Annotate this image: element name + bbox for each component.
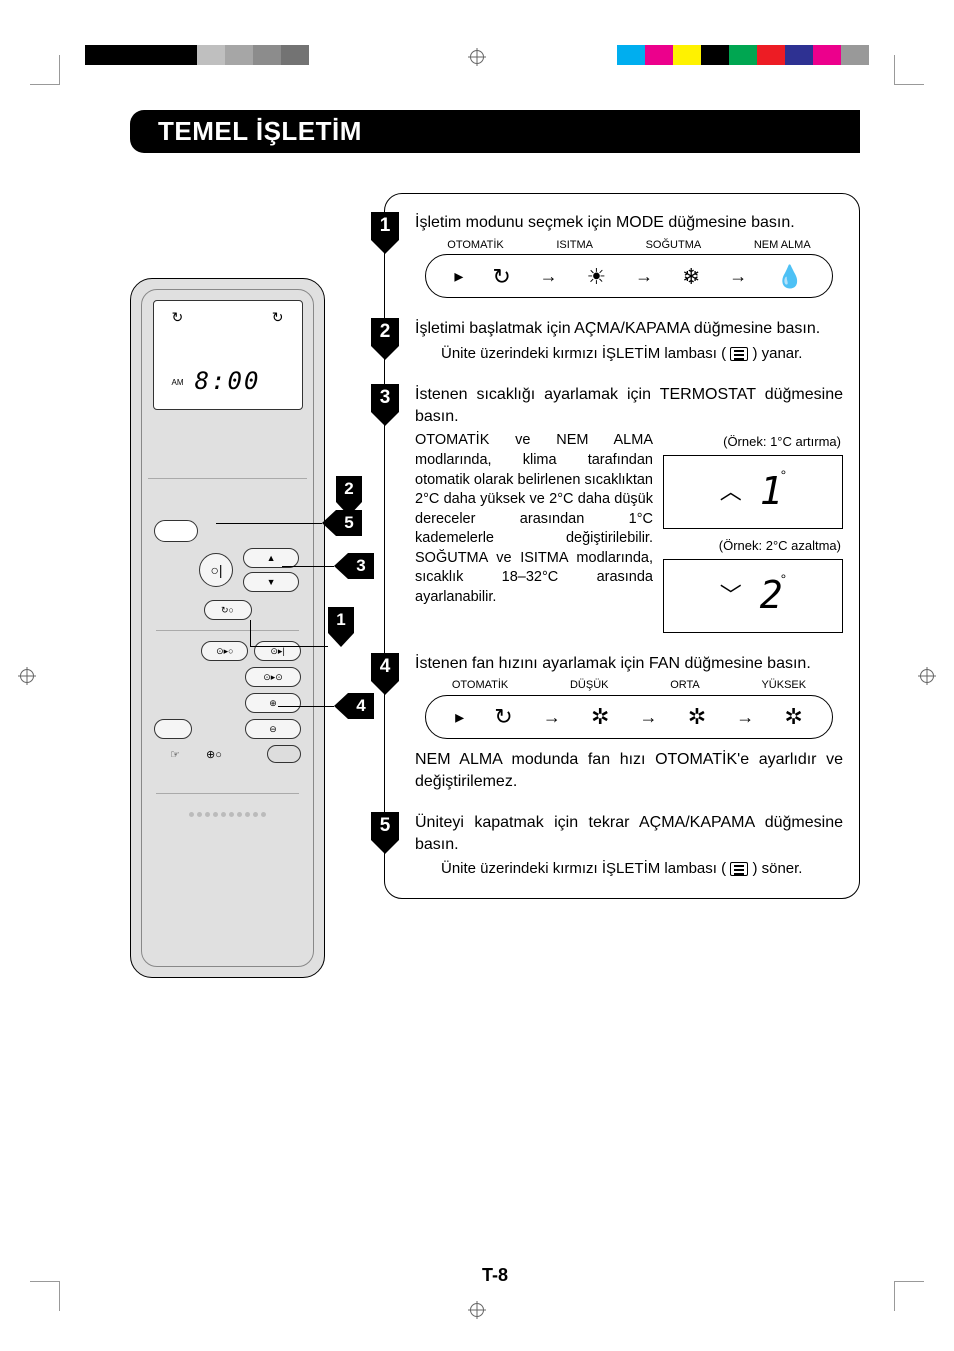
example-decrease: ﹀ 2° [663, 559, 843, 633]
step-number: 3 [380, 387, 391, 409]
step-1: 1 İşletim modunu seçmek için MODE düğmes… [415, 212, 843, 298]
callout-2: 2 [336, 476, 362, 502]
fan-labels: OTOMATİKDÜŞÜKORTAYÜKSEK [415, 678, 843, 693]
page-title: TEMEL İŞLETİM [130, 110, 860, 153]
lamp-icon [730, 862, 748, 876]
ampm-label: AM [172, 378, 184, 387]
step-number: 4 [380, 656, 391, 678]
step-subtext: Ünite üzerindeki kırmızı İŞLETİM lambası… [415, 344, 843, 364]
step-4: 4 İstenen fan hızını ayarlamak için FAN … [415, 653, 843, 793]
auto-icon: ↻ [272, 309, 284, 326]
temp-up-button: ▲ [243, 548, 299, 568]
remote-lcd: ↻ ↻ AM 8:00 [153, 300, 303, 410]
step-text: İstenen sıcaklığı ayarlamak için TERMOST… [415, 384, 843, 427]
swing-button [154, 719, 192, 739]
auto-icon: ↻ [494, 702, 512, 732]
timer-off-button: ⊙▸| [254, 641, 301, 661]
cool-icon: ❄ [682, 262, 700, 292]
minus-button: ⊖ [245, 719, 301, 739]
step-number: 1 [380, 215, 391, 237]
mode-button: ↻○ [204, 600, 252, 620]
step-note: NEM ALMA modunda fan hızı OTOMATİK'e aya… [415, 749, 843, 792]
color-bar [617, 45, 869, 65]
callout-1: 1 [328, 607, 354, 633]
lamp-icon [730, 347, 748, 361]
heat-icon: ☀ [586, 262, 606, 292]
ion-button [154, 520, 198, 542]
step-detail: OTOMATİK ve NEM ALMA modlarında, klima t… [415, 431, 653, 607]
page-content: TEMEL İŞLETİM ↻ ↻ AM 8:00 [130, 110, 860, 978]
auto-icon: ↻ [172, 309, 184, 326]
step-text: İşletimi başlatmak için AÇMA/KAPAMA düğm… [415, 318, 843, 340]
time-display: 8:00 [195, 367, 261, 395]
fan-low-icon: ✲ [591, 702, 609, 732]
step-number: 2 [380, 321, 391, 343]
auto-icon: ↻ [492, 262, 510, 292]
example-increase: ︿ 1° [663, 455, 843, 529]
grayscale-bar [85, 45, 309, 65]
fan-cycle-diagram: ▸↻ →✲ →✲ →✲ [425, 695, 833, 739]
fan-high-icon: ✲ [784, 702, 802, 732]
step-3: 3 İstenen sıcaklığı ayarlamak için TERMO… [415, 384, 843, 632]
dry-icon: 💧 [776, 262, 803, 292]
remote-diagram: ↻ ↻ AM 8:00 [130, 193, 360, 978]
callout-3: 3 [348, 553, 374, 579]
example-label: (Örnek: 1°C artırma) [723, 433, 841, 451]
up-chevron-icon: ︿ [720, 477, 742, 507]
step-text: Üniteyi kapatmak için tekrar AÇMA/KAPAMA… [415, 812, 843, 855]
step-5: 5 Üniteyi kapatmak için tekrar AÇMA/KAPA… [415, 812, 843, 879]
fan-button [267, 745, 301, 763]
callout-5: 5 [336, 510, 362, 536]
step-text: İstenen fan hızını ayarlamak için FAN dü… [415, 653, 843, 675]
timer-on-button: ⊙▸○ [201, 641, 248, 661]
timer-set-button: ⊙▸⊙ [245, 667, 301, 687]
step-number: 5 [380, 815, 391, 837]
down-chevron-icon: ﹀ [720, 581, 742, 611]
step-2: 2 İşletimi başlatmak için AÇMA/KAPAMA dü… [415, 318, 843, 364]
example-label: (Örnek: 2°C azaltma) [719, 537, 841, 555]
page-number: T-8 [482, 1265, 508, 1286]
grip-dots [188, 812, 268, 836]
temp-down-button: ▼ [243, 572, 299, 592]
step-subtext: Ünite üzerindeki kırmızı İŞLETİM lambası… [415, 859, 843, 879]
plus-button: ⊕ [245, 693, 301, 713]
power-button: ○| [199, 553, 233, 587]
instructions-panel: 1 İşletim modunu seçmek için MODE düğmes… [384, 193, 860, 899]
callout-4: 4 [348, 693, 374, 719]
mode-cycle-diagram: ▸↻ →☀ →❄ →💧 [425, 254, 833, 298]
step-text: İşletim modunu seçmek için MODE düğmesin… [415, 212, 843, 234]
fan-med-icon: ✲ [688, 702, 706, 732]
mode-labels: OTOMATİKISITMASOĞUTMANEM ALMA [415, 238, 843, 253]
